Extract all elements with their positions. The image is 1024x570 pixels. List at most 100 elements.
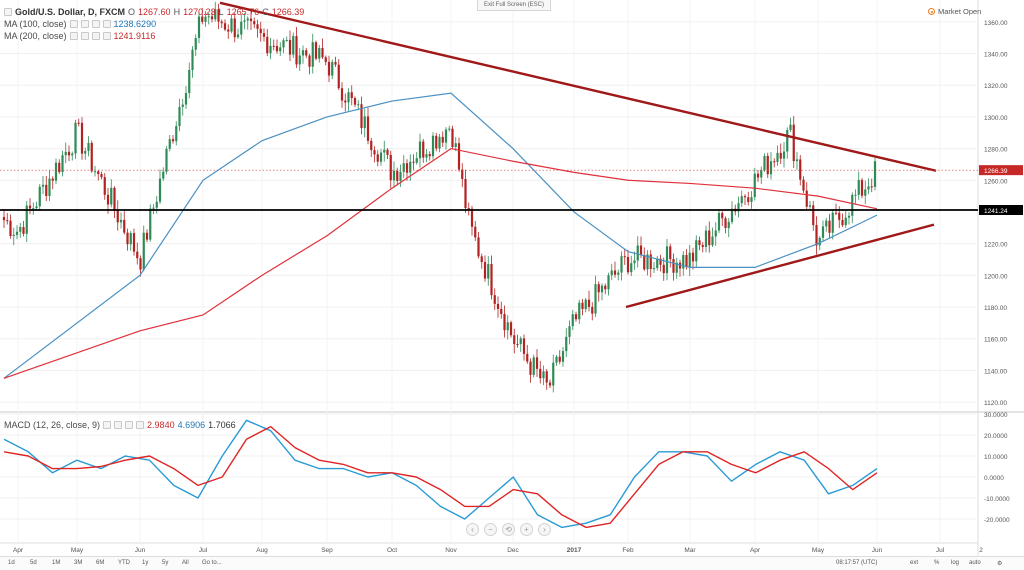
- candle-body: [233, 18, 236, 38]
- candle-body: [464, 178, 467, 209]
- exit-fullscreen-button[interactable]: Exit Full Screen (ESC): [477, 0, 552, 11]
- macd-tick-label: -20.0000: [984, 517, 1010, 524]
- macd-value-3: 1.7066: [208, 420, 236, 430]
- candle-body: [727, 221, 730, 229]
- candle-body: [799, 159, 802, 180]
- macd-signal-line: [3, 425, 878, 529]
- candle-body: [298, 55, 301, 65]
- candle-body: [435, 135, 438, 149]
- timeframe-all[interactable]: All: [182, 560, 189, 566]
- candle-body: [308, 55, 311, 67]
- macd-tick-label: 20.0000: [984, 433, 1008, 440]
- timeframe-1d[interactable]: 1d: [8, 560, 15, 566]
- candle-body: [574, 314, 578, 320]
- candle-body: [503, 313, 506, 331]
- candle-body: [64, 151, 67, 156]
- candle-body: [259, 28, 262, 34]
- candle-body: [110, 187, 113, 205]
- macd-tick-label: 30.0000: [984, 412, 1008, 419]
- more-icon[interactable]: [136, 421, 145, 429]
- legend-ma200-row[interactable]: MA (200, close) 1241.9116: [4, 30, 155, 42]
- time-tick-label: Aug: [256, 547, 268, 554]
- more-icon[interactable]: [102, 32, 111, 40]
- candle-body: [730, 208, 734, 222]
- settings-icon[interactable]: [80, 32, 89, 40]
- hline-price-tag: [979, 204, 1023, 215]
- zoom-out-icon[interactable]: −: [484, 523, 497, 536]
- candle-body: [756, 173, 760, 178]
- clock-label[interactable]: 08:17:57 (UTC): [836, 560, 878, 566]
- symbol-title[interactable]: Gold/U.S. Dollar, D, FXCM: [15, 7, 126, 17]
- close-icon[interactable]: [91, 32, 100, 40]
- bottom-toolbar: 1d 5d 1M 3M 6M YTD 1y 5y All Go to... 08…: [0, 556, 1024, 570]
- auto-button[interactable]: auto: [969, 560, 981, 566]
- candle-body: [441, 136, 444, 143]
- timeframe-1y[interactable]: 1y: [142, 560, 149, 566]
- candle-body: [344, 100, 347, 103]
- timeframe-6m[interactable]: 6M: [96, 560, 105, 566]
- candle-body: [860, 180, 864, 196]
- candle-body: [51, 178, 54, 181]
- more-icon[interactable]: [102, 20, 111, 28]
- candle-body: [360, 104, 363, 129]
- collapse-icon[interactable]: [4, 8, 12, 16]
- close-icon[interactable]: [125, 421, 134, 429]
- candle-body: [379, 152, 383, 162]
- legend-ma100-row[interactable]: MA (100, close) 1238.6290: [4, 18, 156, 30]
- goto-button[interactable]: Go to...: [202, 560, 222, 566]
- time-tick-label: Dec: [507, 547, 519, 554]
- candle-body: [168, 139, 171, 149]
- candle-body: [425, 154, 428, 158]
- candle-body: [210, 16, 214, 20]
- reset-icon[interactable]: ⟲: [502, 523, 515, 536]
- candle-body: [685, 254, 688, 268]
- candle-body: [171, 139, 175, 142]
- scroll-left-icon[interactable]: ‹: [466, 523, 479, 536]
- legend-macd-row[interactable]: MACD (12, 26, close, 9) 2.9840 4.6906 1.…: [4, 419, 236, 431]
- candle-body: [373, 150, 376, 155]
- eye-icon[interactable]: [103, 421, 112, 429]
- timeframe-1m[interactable]: 1M: [52, 560, 61, 566]
- close-icon[interactable]: [91, 20, 100, 28]
- timeframe-5d[interactable]: 5d: [30, 560, 37, 566]
- time-tick-label: Apr: [750, 547, 761, 554]
- candle-body: [620, 256, 623, 273]
- settings-icon[interactable]: [80, 20, 89, 28]
- eye-icon[interactable]: [69, 20, 78, 28]
- candle-body: [656, 258, 659, 269]
- candle-body: [558, 356, 561, 362]
- descending-trendline[interactable]: [219, 1, 937, 172]
- candle-body: [844, 217, 847, 226]
- gear-icon[interactable]: ⚙: [997, 561, 1003, 567]
- ascending-trendline[interactable]: [625, 223, 935, 309]
- candle-body: [428, 154, 431, 157]
- timeframe-5y[interactable]: 5y: [162, 560, 169, 566]
- hline-price-label: 1241.24: [984, 208, 1008, 215]
- candle-body: [399, 171, 402, 181]
- candle-body: [119, 219, 123, 223]
- candle-body: [506, 322, 509, 331]
- candle-body: [236, 34, 240, 38]
- scroll-right-icon[interactable]: ›: [538, 523, 551, 536]
- settings-icon[interactable]: [114, 421, 123, 429]
- candle-body: [864, 189, 867, 196]
- log-button[interactable]: log: [951, 560, 960, 566]
- candle-body: [802, 179, 805, 191]
- candle-body: [275, 46, 279, 52]
- percent-button[interactable]: %: [934, 560, 940, 566]
- timeframe-ytd[interactable]: YTD: [118, 560, 130, 566]
- timeframe-3m[interactable]: 3M: [74, 560, 83, 566]
- zoom-in-icon[interactable]: +: [520, 523, 533, 536]
- candle-body: [155, 201, 158, 208]
- ext-button[interactable]: ext: [910, 560, 919, 566]
- candle-body: [269, 45, 272, 54]
- candle-body: [256, 24, 259, 29]
- candle-body: [279, 47, 282, 52]
- eye-icon[interactable]: [69, 32, 78, 40]
- candle-body: [41, 184, 45, 187]
- candle-body: [539, 368, 542, 379]
- candle-body: [753, 173, 756, 198]
- ma100-line: [3, 92, 878, 379]
